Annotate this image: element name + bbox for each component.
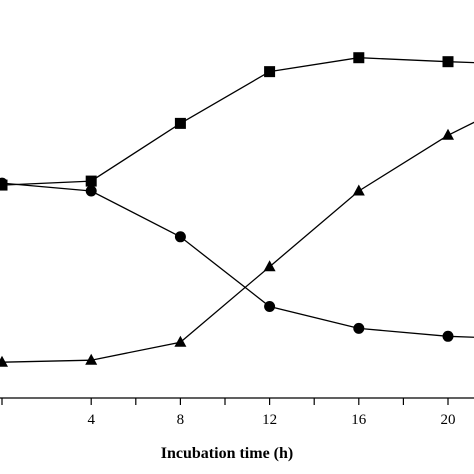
data-point-circle <box>0 177 8 189</box>
series-triangle <box>0 121 474 367</box>
x-tick-label: 16 <box>351 412 367 428</box>
series-layer <box>0 52 474 367</box>
data-point-triangle <box>352 184 365 196</box>
data-point-triangle <box>174 335 187 347</box>
data-point-square <box>353 52 365 64</box>
data-point-triangle <box>85 353 98 365</box>
data-point-circle <box>85 185 97 197</box>
data-point-circle <box>442 330 454 342</box>
x-axis-title: Incubation time (h) <box>161 445 293 462</box>
x-tick-label: 12 <box>262 412 277 428</box>
data-point-circle <box>264 300 276 312</box>
data-point-square <box>85 175 97 187</box>
data-point-square <box>442 56 454 68</box>
series-square <box>0 52 474 191</box>
series-circle <box>0 177 474 342</box>
data-point-triangle <box>263 260 276 272</box>
data-point-triangle <box>442 128 454 140</box>
data-point-triangle <box>0 355 8 367</box>
series-line <box>1 182 474 338</box>
x-tick-label: 20 <box>441 412 456 428</box>
data-point-circle <box>174 231 186 243</box>
x-ticks: 4 8 12 16 20 <box>1 398 456 428</box>
x-tick-label: 4 <box>87 412 95 428</box>
series-line <box>1 121 474 363</box>
series-line <box>1 57 474 186</box>
data-point-circle <box>353 322 365 334</box>
data-point-square <box>174 117 186 129</box>
x-tick-label: 8 <box>177 412 185 428</box>
data-point-square <box>264 66 276 78</box>
